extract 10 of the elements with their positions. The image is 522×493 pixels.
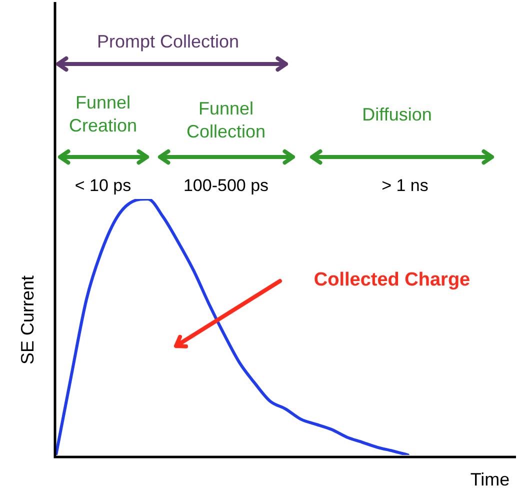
y-axis-title: SE Current: [16, 275, 38, 365]
text: > 1 ns: [382, 174, 428, 197]
x-axis-title: Time: [470, 468, 510, 492]
text: < 10 ps: [74, 174, 132, 197]
text: Funnel Collection: [185, 98, 267, 144]
text: 100-500 ps: [183, 174, 269, 197]
text: Prompt Collection: [96, 30, 240, 54]
annotation: Collected Charge: [314, 268, 470, 293]
text: Funnel Creation: [68, 92, 138, 138]
text: Diffusion: [362, 103, 432, 126]
